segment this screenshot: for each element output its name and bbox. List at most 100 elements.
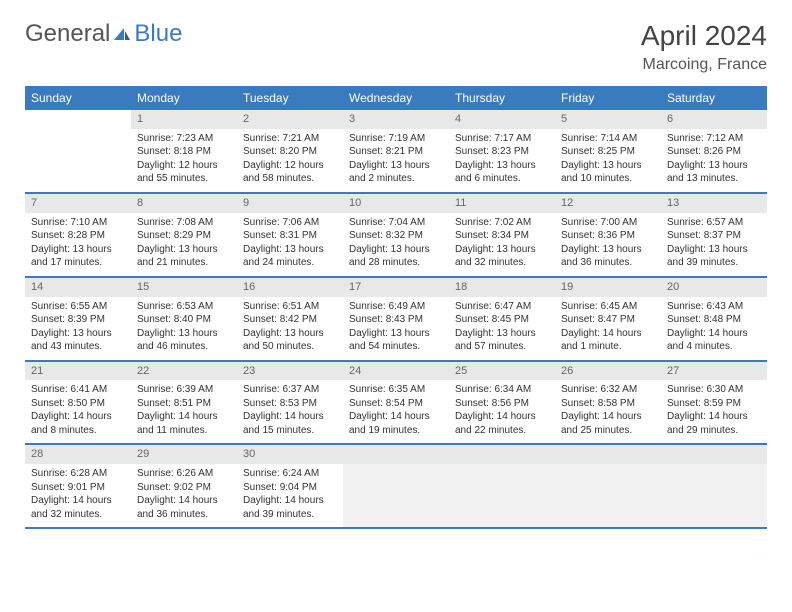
sunset-text: Sunset: 8:39 PM bbox=[31, 313, 125, 327]
daylight-text: Daylight: 14 hours bbox=[31, 494, 125, 508]
sunrise-text: Sunrise: 6:41 AM bbox=[31, 383, 125, 397]
day-number: 8 bbox=[131, 194, 237, 213]
day-header: Thursday bbox=[449, 86, 555, 110]
daylight-text: Daylight: 13 hours bbox=[137, 243, 231, 257]
calendar-cell: 4Sunrise: 7:17 AMSunset: 8:23 PMDaylight… bbox=[449, 110, 555, 192]
sunset-text: Sunset: 8:20 PM bbox=[243, 145, 337, 159]
day-details: Sunrise: 6:30 AMSunset: 8:59 PMDaylight:… bbox=[661, 380, 767, 443]
daylight-text-2: and 1 minute. bbox=[561, 340, 655, 354]
calendar-cell: 24Sunrise: 6:35 AMSunset: 8:54 PMDayligh… bbox=[343, 362, 449, 444]
day-number: 26 bbox=[555, 362, 661, 381]
sunset-text: Sunset: 8:37 PM bbox=[667, 229, 761, 243]
sunrise-text: Sunrise: 6:53 AM bbox=[137, 300, 231, 314]
sunrise-text: Sunrise: 7:00 AM bbox=[561, 216, 655, 230]
calendar-cell: 25Sunrise: 6:34 AMSunset: 8:56 PMDayligh… bbox=[449, 362, 555, 444]
calendar-row: 14Sunrise: 6:55 AMSunset: 8:39 PMDayligh… bbox=[25, 278, 767, 362]
daylight-text-2: and 24 minutes. bbox=[243, 256, 337, 270]
calendar-cell: 11Sunrise: 7:02 AMSunset: 8:34 PMDayligh… bbox=[449, 194, 555, 276]
daylight-text-2: and 11 minutes. bbox=[137, 424, 231, 438]
sunrise-text: Sunrise: 6:30 AM bbox=[667, 383, 761, 397]
calendar-cell bbox=[449, 445, 555, 527]
daylight-text-2: and 32 minutes. bbox=[31, 508, 125, 522]
daylight-text-2: and 28 minutes. bbox=[349, 256, 443, 270]
calendar-cell: 18Sunrise: 6:47 AMSunset: 8:45 PMDayligh… bbox=[449, 278, 555, 360]
day-number: 16 bbox=[237, 278, 343, 297]
day-number: 15 bbox=[131, 278, 237, 297]
sunset-text: Sunset: 8:56 PM bbox=[455, 397, 549, 411]
calendar-cell bbox=[661, 445, 767, 527]
sunrise-text: Sunrise: 6:35 AM bbox=[349, 383, 443, 397]
calendar-cell: 14Sunrise: 6:55 AMSunset: 8:39 PMDayligh… bbox=[25, 278, 131, 360]
calendar-cell: 27Sunrise: 6:30 AMSunset: 8:59 PMDayligh… bbox=[661, 362, 767, 444]
calendar-cell: 15Sunrise: 6:53 AMSunset: 8:40 PMDayligh… bbox=[131, 278, 237, 360]
title-block: April 2024 Marcoing, France bbox=[641, 20, 767, 74]
day-header: Wednesday bbox=[343, 86, 449, 110]
sunset-text: Sunset: 8:36 PM bbox=[561, 229, 655, 243]
day-details: Sunrise: 7:21 AMSunset: 8:20 PMDaylight:… bbox=[237, 129, 343, 192]
day-number: 10 bbox=[343, 194, 449, 213]
day-details: Sunrise: 7:10 AMSunset: 8:28 PMDaylight:… bbox=[25, 213, 131, 276]
day-details: Sunrise: 7:17 AMSunset: 8:23 PMDaylight:… bbox=[449, 129, 555, 192]
day-number: 17 bbox=[343, 278, 449, 297]
sunrise-text: Sunrise: 7:17 AM bbox=[455, 132, 549, 146]
sunset-text: Sunset: 8:54 PM bbox=[349, 397, 443, 411]
sunrise-text: Sunrise: 6:51 AM bbox=[243, 300, 337, 314]
sunrise-text: Sunrise: 7:19 AM bbox=[349, 132, 443, 146]
daylight-text: Daylight: 14 hours bbox=[137, 494, 231, 508]
daylight-text-2: and 39 minutes. bbox=[667, 256, 761, 270]
daylight-text-2: and 25 minutes. bbox=[561, 424, 655, 438]
daylight-text-2: and 8 minutes. bbox=[31, 424, 125, 438]
daylight-text-2: and 21 minutes. bbox=[137, 256, 231, 270]
calendar-cell: 26Sunrise: 6:32 AMSunset: 8:58 PMDayligh… bbox=[555, 362, 661, 444]
sunrise-text: Sunrise: 6:55 AM bbox=[31, 300, 125, 314]
day-details: Sunrise: 6:37 AMSunset: 8:53 PMDaylight:… bbox=[237, 380, 343, 443]
sunset-text: Sunset: 8:59 PM bbox=[667, 397, 761, 411]
day-header: Monday bbox=[131, 86, 237, 110]
sunrise-text: Sunrise: 7:08 AM bbox=[137, 216, 231, 230]
calendar-cell: 12Sunrise: 7:00 AMSunset: 8:36 PMDayligh… bbox=[555, 194, 661, 276]
daylight-text: Daylight: 12 hours bbox=[137, 159, 231, 173]
day-details: Sunrise: 7:02 AMSunset: 8:34 PMDaylight:… bbox=[449, 213, 555, 276]
calendar-cell: 19Sunrise: 6:45 AMSunset: 8:47 PMDayligh… bbox=[555, 278, 661, 360]
daylight-text-2: and 50 minutes. bbox=[243, 340, 337, 354]
day-details: Sunrise: 6:32 AMSunset: 8:58 PMDaylight:… bbox=[555, 380, 661, 443]
daylight-text-2: and 36 minutes. bbox=[137, 508, 231, 522]
sunrise-text: Sunrise: 6:34 AM bbox=[455, 383, 549, 397]
day-number-empty bbox=[661, 445, 767, 464]
sunset-text: Sunset: 8:40 PM bbox=[137, 313, 231, 327]
logo-text-general: General bbox=[25, 20, 110, 48]
daylight-text: Daylight: 14 hours bbox=[561, 410, 655, 424]
day-number: 3 bbox=[343, 110, 449, 129]
day-number: 4 bbox=[449, 110, 555, 129]
day-number: 18 bbox=[449, 278, 555, 297]
day-details: Sunrise: 6:51 AMSunset: 8:42 PMDaylight:… bbox=[237, 297, 343, 360]
logo-text-blue: Blue bbox=[134, 20, 182, 48]
sunset-text: Sunset: 8:32 PM bbox=[349, 229, 443, 243]
day-number: 24 bbox=[343, 362, 449, 381]
sunrise-text: Sunrise: 6:43 AM bbox=[667, 300, 761, 314]
page-title: April 2024 bbox=[641, 20, 767, 52]
daylight-text: Daylight: 13 hours bbox=[455, 159, 549, 173]
day-details: Sunrise: 7:12 AMSunset: 8:26 PMDaylight:… bbox=[661, 129, 767, 192]
logo: General Blue bbox=[25, 20, 182, 48]
calendar-cell: 7Sunrise: 7:10 AMSunset: 8:28 PMDaylight… bbox=[25, 194, 131, 276]
sunset-text: Sunset: 8:29 PM bbox=[137, 229, 231, 243]
day-number-empty bbox=[555, 445, 661, 464]
sunset-text: Sunset: 8:23 PM bbox=[455, 145, 549, 159]
sunrise-text: Sunrise: 7:04 AM bbox=[349, 216, 443, 230]
day-details: Sunrise: 6:26 AMSunset: 9:02 PMDaylight:… bbox=[131, 464, 237, 527]
day-number: 27 bbox=[661, 362, 767, 381]
sunset-text: Sunset: 8:31 PM bbox=[243, 229, 337, 243]
day-number: 25 bbox=[449, 362, 555, 381]
day-number: 30 bbox=[237, 445, 343, 464]
calendar-cell: 8 Sunrise: 7:08 AMSunset: 8:29 PMDaylight… bbox=[131, 194, 237, 276]
day-number: 1 bbox=[131, 110, 237, 129]
day-number: 14 bbox=[25, 278, 131, 297]
calendar-cell: 22Sunrise: 6:39 AMSunset: 8:51 PMDayligh… bbox=[131, 362, 237, 444]
calendar-row: 1Sunrise: 7:23 AMSunset: 8:18 PMDaylight… bbox=[25, 110, 767, 194]
sunset-text: Sunset: 8:34 PM bbox=[455, 229, 549, 243]
day-number: 6 bbox=[661, 110, 767, 129]
calendar-cell bbox=[555, 445, 661, 527]
sunrise-text: Sunrise: 7:10 AM bbox=[31, 216, 125, 230]
sunrise-text: Sunrise: 6:49 AM bbox=[349, 300, 443, 314]
